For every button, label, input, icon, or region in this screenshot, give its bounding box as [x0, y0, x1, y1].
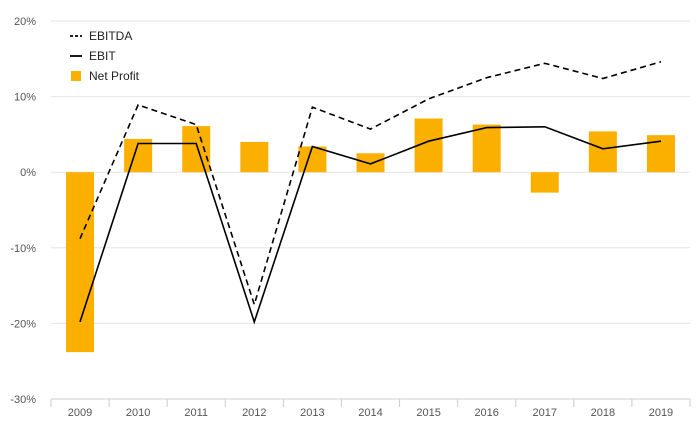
legend: EBITDA EBIT Net Profit [70, 29, 140, 83]
bar-net-profit-2011 [182, 126, 211, 173]
x-tick-label: 2012 [242, 407, 266, 419]
y-tick-label: -30% [10, 394, 36, 406]
y-tick-label: 20% [14, 16, 36, 28]
bar-series [66, 118, 675, 353]
x-tick-label: 2011 [184, 407, 208, 419]
x-tick-label: 2017 [533, 407, 557, 419]
x-tick-label: 2015 [416, 407, 440, 419]
x-tick-label: 2014 [358, 407, 382, 419]
line-ebitda [79, 61, 662, 308]
x-tick-label: 2013 [300, 407, 324, 419]
x-tick-label: 2016 [474, 407, 498, 419]
x-tick-label: 2009 [68, 407, 92, 419]
x-tick-label: 2018 [591, 407, 615, 419]
line-ebit [79, 125, 662, 325]
line-series [79, 61, 662, 325]
bar-net-profit-2019 [646, 135, 675, 173]
y-tick-label: -10% [10, 243, 36, 255]
bar-net-profit-2013 [298, 146, 327, 173]
bar-net-profit-2018 [588, 131, 617, 173]
bar-net-profit-2014 [356, 153, 385, 173]
bar-net-profit-2017 [530, 172, 559, 193]
legend-label-ebit: EBIT [89, 49, 116, 63]
legend-swatch-net-profit [71, 71, 81, 81]
x-tick-label: 2010 [126, 407, 150, 419]
bar-net-profit-2009 [66, 172, 95, 353]
axes: 20% 10% 0% -10% -20% -30% 2009 2010 2011 2012 2013… [10, 16, 691, 419]
x-tick-label: 2019 [649, 407, 673, 419]
legend-label-net-profit: Net Profit [89, 69, 140, 83]
y-tick-label: 10% [14, 92, 36, 104]
legend-label-ebitda: EBITDA [89, 29, 132, 43]
bar-net-profit-2016 [472, 124, 501, 173]
bar-net-profit-2012 [240, 141, 269, 173]
y-tick-label: -20% [10, 318, 36, 330]
y-tick-label: 0% [20, 167, 36, 179]
